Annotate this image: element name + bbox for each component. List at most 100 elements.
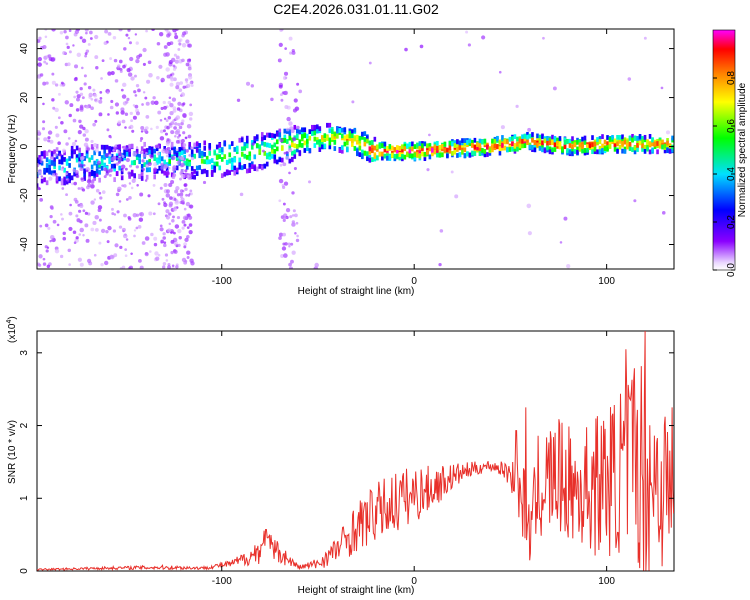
spectrogram-cell [55,154,59,159]
spectrogram-noise [45,81,49,85]
spectrogram-cell [643,134,647,140]
spectrogram-cell [103,162,106,168]
spectrogram-noise [175,85,180,90]
spectrogram-noise [71,182,74,186]
spectrogram-cell [205,155,209,161]
spectrogram-noise [158,31,164,37]
spectrogram-cell [268,155,272,160]
spectrogram-cell [666,143,669,148]
spectrogram-cell [488,150,492,156]
spectrogram-noise [125,158,130,163]
spectrogram-noise [633,199,637,203]
spectrogram-noise [166,138,170,142]
spectrogram-cell [103,148,106,154]
spectrogram-cell [538,141,542,147]
spectrogram-cell [303,127,307,133]
spectrogram-cell [285,151,289,157]
spectrogram-noise [660,86,664,90]
spectrogram-noise [114,243,119,248]
spectrogram-cell [155,158,159,164]
spectrogram-noise [314,262,319,268]
spectrogram-cell [98,162,101,168]
spectrogram-cell [541,134,544,140]
spectrogram-cell [290,142,294,148]
spectrogram-cell [598,139,602,144]
spectrogram-cell [140,146,144,152]
spectrogram-noise [122,233,128,239]
spectrogram-cell [260,165,264,171]
spectrogram-cell [80,159,84,165]
spectrogram-cell [368,140,372,146]
spectrogram-noise [177,101,182,106]
spectrogram-noise [177,48,181,51]
spectrogram-cell [613,146,617,152]
spectrogram-noise [184,136,188,140]
spectrogram-cell [536,142,539,148]
snr-y-axis-label: SNR (10 * v/v) [7,420,18,484]
spectrogram-cell [636,142,639,148]
spectrogram-noise [62,51,67,55]
spectrogram-cell [170,141,174,147]
spectrogram-noise [185,193,188,197]
spectrogram-cell [531,132,534,137]
spectrogram-cell [446,153,449,159]
spectrogram-cell [260,132,264,137]
spectrogram-noise [39,198,44,202]
spectrogram-cell [386,153,389,159]
spectrogram-cell [458,152,462,158]
spectrogram-noise [289,126,294,131]
spectrogram-noise [162,236,167,240]
spectrogram-cell [83,171,86,177]
y-tick-label: 1 [19,495,30,501]
spectrogram-noise [120,173,124,177]
spectrogram-noise [49,239,52,243]
spectrogram-noise [291,214,295,217]
spectrogram-cell [270,153,274,159]
spectrogram-cell [463,138,467,143]
spectrogram-noise [156,41,161,46]
spectrogram-cell [473,151,477,156]
spectrogram-cell [638,136,642,142]
spectrogram-cell [513,134,517,140]
spectrogram-noise [176,160,181,165]
spectrogram-cell [373,156,377,162]
spectrogram-cell [666,148,669,154]
spectrogram-noise [82,234,85,237]
spectrogram-cell [123,155,126,161]
spectrogram-noise [175,81,181,87]
spectrogram-noise [283,253,288,258]
spectrogram-cell [230,165,234,170]
spectrogram-cell [666,140,669,146]
spectrogram-noise [163,182,168,187]
spectrogram-noise [98,191,102,195]
spectrogram-cell [588,143,592,149]
spectrogram-noise [165,171,170,176]
spectrogram-noise [188,215,193,220]
spectrogram-cell [75,154,79,160]
spectrogram-noise [105,172,109,176]
spectrogram-noise [39,156,43,161]
spectrogram-noise [159,166,164,170]
spectrogram-noise [90,97,94,101]
spectrogram-noise [157,253,161,257]
spectrogram-noise [145,114,150,119]
spectrogram-noise [278,178,284,184]
spectrogram-cell [413,152,417,158]
spectrogram-cell [45,167,49,173]
spectrogram-noise [643,36,647,40]
spectrogram-noise [261,149,265,153]
spectrogram-noise [132,151,137,157]
spectrogram-noise [172,206,178,212]
spectrogram-cell [140,176,144,181]
spectrogram-noise [160,106,164,110]
spectrogram-cell [581,144,584,150]
spectrogram-cell [581,136,584,142]
spectrogram-noise [62,231,66,236]
spectrogram-noise [43,60,47,64]
spectrogram-cell [428,146,432,152]
spectrogram-noise [51,29,56,32]
spectrogram-cell [506,147,509,153]
spectrogram-noise [157,202,161,206]
spectrogram-noise [185,81,188,84]
spectrogram-cell [313,143,317,148]
